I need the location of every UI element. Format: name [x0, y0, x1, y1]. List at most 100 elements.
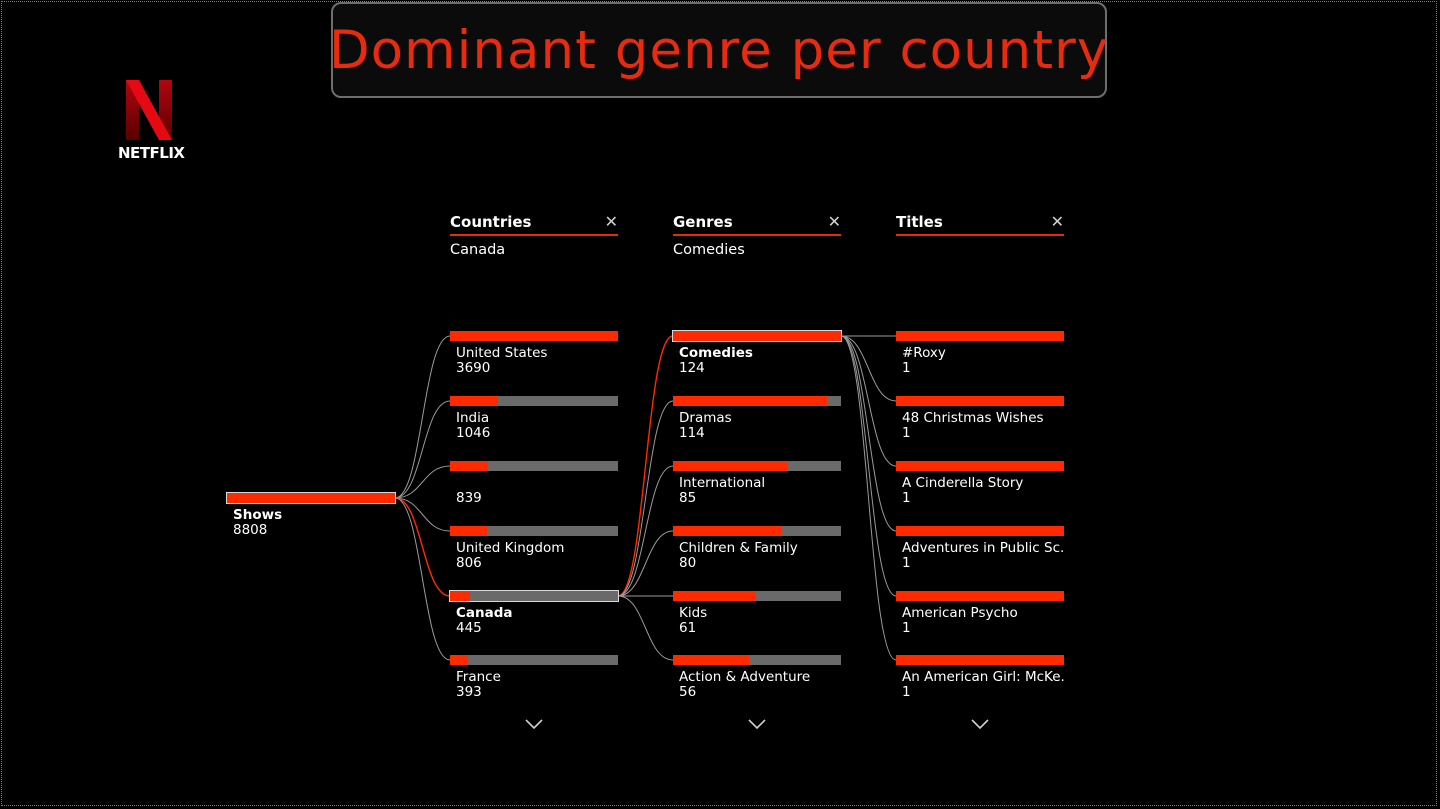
- tree-link: [840, 335, 897, 467]
- column-header-titles: Titles ✕: [896, 213, 1064, 242]
- tree-node-canada[interactable]: Canada 445: [449, 590, 619, 636]
- node-value: 806: [456, 555, 482, 571]
- node-bar[interactable]: [896, 396, 1064, 406]
- netflix-n-icon: [126, 80, 172, 140]
- node-bar-fill: [450, 331, 618, 341]
- node-bar[interactable]: [449, 590, 619, 602]
- node-value: 839: [456, 490, 482, 506]
- tree-node-india[interactable]: India 1046: [450, 396, 618, 440]
- node-bar[interactable]: [896, 655, 1064, 665]
- node-bar[interactable]: [673, 396, 841, 406]
- tree-link: [840, 335, 897, 532]
- tree-node-a-cinderella-story[interactable]: A Cinderella Story 1: [896, 461, 1064, 505]
- tree-node-48-christmas-wishes[interactable]: 48 Christmas Wishes 1: [896, 396, 1064, 440]
- close-icon[interactable]: ✕: [1050, 212, 1064, 231]
- node-bar[interactable]: [896, 591, 1064, 601]
- tree-node-kids[interactable]: Kids 61: [673, 591, 841, 635]
- column-title: Titles: [896, 213, 943, 231]
- tree-node-france[interactable]: France 393: [450, 655, 618, 699]
- node-bar[interactable]: [896, 526, 1064, 536]
- node-value: 56: [679, 684, 697, 700]
- close-icon[interactable]: ✕: [604, 212, 618, 231]
- chevron-down-icon[interactable]: [970, 718, 990, 730]
- node-bar[interactable]: [896, 331, 1064, 341]
- column-underline: [450, 234, 618, 236]
- tree-node-comedies[interactable]: Comedies 124: [672, 330, 842, 376]
- node-value: 445: [456, 620, 482, 636]
- tree-node-adventures-in-public-sc[interactable]: Adventures in Public Sc... 1: [896, 526, 1064, 570]
- root-node-shows[interactable]: Shows 8808: [226, 492, 396, 538]
- node-value: 124: [679, 360, 705, 376]
- node-bar[interactable]: [673, 526, 841, 536]
- node-bar[interactable]: [450, 331, 618, 341]
- node-label: Comedies: [679, 346, 753, 361]
- tree-node-international[interactable]: International 85: [673, 461, 841, 505]
- tree-node-children-family[interactable]: Children & Family 80: [673, 526, 841, 570]
- node-value: 61: [679, 620, 697, 636]
- node-value: 1: [902, 425, 911, 441]
- tree-node-dramas[interactable]: Dramas 114: [673, 396, 841, 440]
- column-filter-value: Comedies: [673, 242, 745, 258]
- tree-node-roxy[interactable]: #Roxy 1: [896, 331, 1064, 375]
- active-link: [394, 497, 451, 597]
- node-value: 80: [679, 555, 697, 571]
- node-label: An American Girl: McKe...: [902, 670, 1064, 685]
- node-bar[interactable]: [450, 461, 618, 471]
- tree-node-united-states[interactable]: United States 3690: [450, 331, 618, 375]
- node-bar[interactable]: [896, 461, 1064, 471]
- node-value: 3690: [456, 360, 491, 376]
- tree-node-united-kingdom[interactable]: United Kingdom 806: [450, 526, 618, 570]
- node-label: 48 Christmas Wishes: [902, 411, 1044, 426]
- node-bar-fill: [896, 526, 1064, 536]
- tree-node-an-american-girl-mcke[interactable]: An American Girl: McKe... 1: [896, 655, 1064, 699]
- node-bar[interactable]: [450, 526, 618, 536]
- column-title: Countries: [450, 213, 532, 231]
- node-value: 1: [902, 620, 911, 636]
- tree-node-blank[interactable]: 839: [450, 461, 618, 505]
- node-bar[interactable]: [672, 330, 842, 342]
- netflix-logo: NETFLIX: [118, 78, 185, 168]
- tree-link: [840, 335, 897, 597]
- column-underline: [673, 234, 841, 236]
- node-label: Adventures in Public Sc...: [902, 541, 1064, 556]
- node-bar[interactable]: [673, 655, 841, 665]
- node-bar-fill: [450, 591, 471, 601]
- node-label: India: [456, 411, 490, 426]
- node-value: 85: [679, 490, 697, 506]
- node-bar-fill: [673, 461, 789, 471]
- node-bar-fill: [673, 396, 828, 406]
- node-bar-fill: [673, 655, 749, 665]
- node-bar[interactable]: [673, 591, 841, 601]
- tree-node-american-psycho[interactable]: American Psycho 1: [896, 591, 1064, 635]
- node-bar-fill: [450, 461, 489, 471]
- chevron-down-icon[interactable]: [524, 718, 544, 730]
- tree-node-action-adventure[interactable]: Action & Adventure 56: [673, 655, 841, 699]
- column-header-countries: Countries ✕ Canada: [450, 213, 618, 258]
- node-bar-fill: [896, 331, 1064, 341]
- chevron-down-icon[interactable]: [747, 718, 767, 730]
- tree-link: [617, 530, 674, 597]
- node-bar-fill: [673, 526, 782, 536]
- node-label: American Psycho: [902, 606, 1018, 621]
- node-bar-fill: [896, 591, 1064, 601]
- node-bar[interactable]: [450, 655, 618, 665]
- tree-link: [394, 335, 451, 499]
- node-bar-fill: [450, 526, 487, 536]
- node-label: International: [679, 476, 766, 491]
- node-value: 393: [456, 684, 482, 700]
- node-bar[interactable]: [450, 396, 618, 406]
- root-value: 8808: [233, 522, 268, 538]
- node-label: A Cinderella Story: [902, 476, 1024, 491]
- node-value: 1: [902, 360, 911, 376]
- tree-link: [840, 335, 897, 402]
- page-title: Dominant genre per country: [328, 19, 1110, 81]
- node-value: 1: [902, 490, 911, 506]
- node-bar[interactable]: [673, 461, 841, 471]
- column-header-genres: Genres ✕ Comedies: [673, 213, 841, 258]
- close-icon[interactable]: ✕: [827, 212, 841, 231]
- active-link: [617, 335, 674, 597]
- root-bar[interactable]: [226, 492, 396, 504]
- node-value: 114: [679, 425, 705, 441]
